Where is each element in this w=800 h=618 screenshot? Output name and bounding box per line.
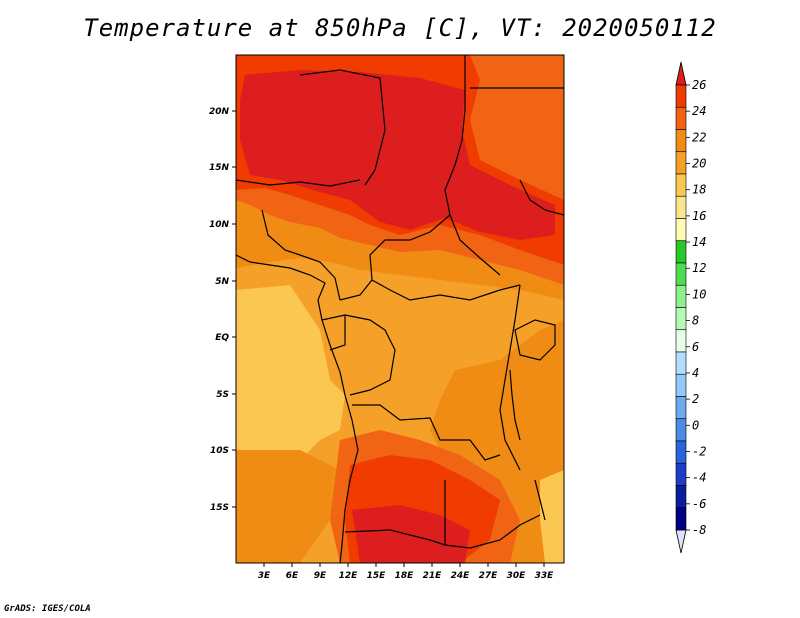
colorbar-segment (675, 151, 687, 175)
temperature-field (236, 55, 564, 563)
y-axis-labels: 20N 15N 10N 5N EQ 5S 10S 15S (209, 107, 230, 513)
colorbar-segment (675, 84, 687, 108)
colorbar-segment (675, 462, 687, 486)
colorbar-segment (675, 485, 687, 509)
colorbar-segment (675, 329, 687, 353)
colorbar-segment (675, 262, 687, 286)
field-band-26-south (352, 505, 470, 563)
y-tick-label: EQ (215, 333, 229, 343)
border-coast-west-africa (236, 254, 359, 563)
field-band-26 (240, 70, 555, 240)
border-niger-nigeria (236, 179, 361, 187)
field-band-20-south (236, 450, 340, 563)
x-tick-label: 3E (258, 571, 271, 581)
border-zambia-south (469, 514, 541, 549)
colorbar-bottom-arrow (675, 529, 687, 554)
map-frame (235, 54, 565, 564)
colorbar-label: 10 (692, 287, 706, 301)
border-chad-sudan (444, 55, 501, 276)
colorbar-label: -4 (692, 471, 706, 485)
colorbar-segment (675, 129, 687, 153)
colorbar-segment (675, 195, 687, 219)
y-tick-label: 15S (210, 503, 229, 513)
colorbar-top-arrow (675, 61, 687, 86)
border-congo-drc (344, 314, 396, 396)
tick-marks (232, 110, 545, 567)
border-car-drc (371, 279, 521, 301)
y-tick-label: 10S (210, 446, 229, 456)
colorbar-segment (675, 307, 687, 331)
field-highland-cool (540, 470, 564, 563)
country-borders (236, 55, 564, 563)
colorbar-segment (675, 396, 687, 420)
border-angola-namibia (344, 529, 471, 549)
colorbar-label: 0 (692, 418, 699, 432)
x-tick-label: 33E (535, 571, 555, 581)
colorbar-segment (675, 284, 687, 308)
y-tick-label: 15N (209, 163, 230, 173)
border-libya-chad (299, 69, 386, 186)
x-tick-label: 9E (314, 571, 327, 581)
colorbar-label: 22 (692, 130, 706, 144)
colorbar-label: -6 (692, 497, 706, 511)
y-tick-label: 5N (215, 277, 229, 287)
colorbar-segment (675, 173, 687, 197)
x-axis-labels: 3E 6E 9E 12E 15E 18E 21E 24E 27E 30E 33E (258, 571, 554, 581)
chart-title: Temperature at 850hPa [C], VT: 202005011… (83, 14, 717, 42)
border-drc-angola (352, 404, 501, 461)
x-tick-label: 6E (286, 571, 299, 581)
colorbar-label: 2 (692, 392, 699, 406)
colorbar-label: 18 (692, 183, 706, 197)
border-west-ethiopia (519, 179, 564, 216)
border-nigeria-cameroon (261, 209, 341, 301)
colorbar-label: 6 (692, 340, 699, 354)
x-tick-label: 30E (507, 571, 527, 581)
border-gabon (321, 314, 346, 351)
y-tick-label: 5S (216, 390, 229, 400)
colorbar-segment (675, 351, 687, 375)
y-tick-label: 20N (209, 107, 230, 117)
colorbar-label: 20 (692, 157, 706, 171)
colorbar-label: -8 (692, 523, 706, 537)
grads-credit: GrADS: IGES/COLA (4, 604, 91, 614)
colorbar-segment (675, 106, 687, 130)
colorbar-segment (675, 240, 687, 264)
x-tick-label: 24E (451, 571, 471, 581)
x-tick-label: 18E (395, 571, 415, 581)
colorbar-segment (675, 507, 687, 531)
border-cameroon-car (339, 214, 451, 301)
colorbar-segment (675, 218, 687, 242)
y-tick-label: 10N (209, 220, 230, 230)
border-drc-east (499, 284, 521, 471)
x-tick-label: 27E (479, 571, 499, 581)
colorbar-segment (675, 440, 687, 464)
colorbar-label: 8 (692, 314, 699, 328)
colorbar-label: 26 (692, 78, 706, 92)
colorbar-label: 14 (692, 235, 706, 249)
border-lake-malawi (534, 479, 546, 521)
colorbar-label: 16 (692, 209, 706, 223)
x-tick-label: 21E (423, 571, 443, 581)
border-lake-tanganyika (509, 369, 521, 441)
x-tick-label: 12E (339, 571, 359, 581)
colorbar-label: 4 (692, 366, 699, 380)
x-tick-label: 15E (367, 571, 387, 581)
colorbar-segment (675, 373, 687, 397)
colorbar-segment (675, 418, 687, 442)
colorbar-label: 12 (692, 261, 706, 275)
colorbar-label: 24 (692, 104, 706, 118)
colorbar-label: -2 (692, 444, 706, 458)
border-lake-victoria (514, 319, 556, 361)
